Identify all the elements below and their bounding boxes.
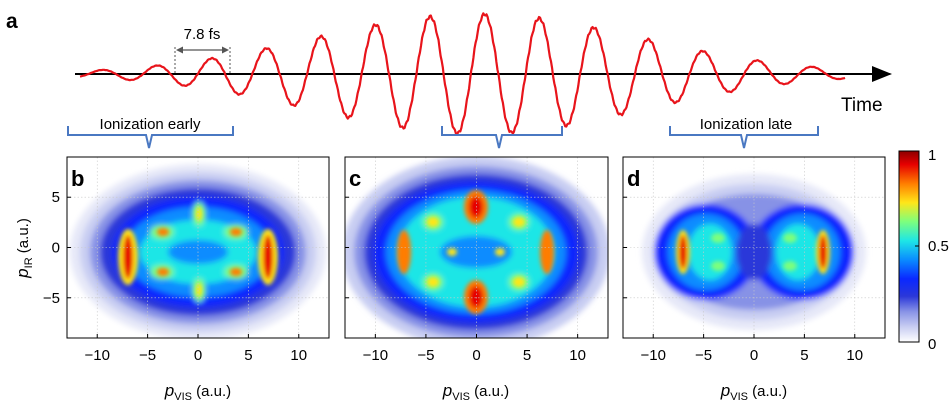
colorbar-mid-label: 0.5 [928, 238, 949, 255]
bracket-early [67, 126, 234, 149]
x-tick-label-c: 10 [569, 347, 586, 364]
x-tick-label-b: 0 [194, 347, 202, 364]
x-tick-label-c: 5 [523, 347, 531, 364]
y-axis-label-b: pIR (a.u.) [13, 218, 35, 279]
time-axis-arrowhead [872, 66, 892, 82]
x-axis-label-c: pVIS (a.u.) [442, 381, 509, 403]
panel-letter-d: d [627, 166, 640, 191]
heatmap-c [345, 157, 608, 338]
grid-d [623, 157, 885, 338]
panel-letter-b: b [71, 166, 84, 191]
bracket-late [669, 126, 819, 149]
bracket-middle [441, 126, 563, 149]
x-axis-label-d: pVIS (a.u.) [720, 381, 787, 403]
field-waveform-line [79, 12, 846, 136]
x-tick-label-c: −5 [417, 347, 434, 364]
x-tick-label-d: 0 [750, 347, 758, 364]
period-label: 7.8 fs [184, 26, 221, 43]
x-tick-label-d: −10 [641, 347, 666, 364]
colorbar-max-label: 1 [928, 147, 936, 164]
x-tick-label-d: −5 [695, 347, 712, 364]
panel-c: −10 −5 0 5 10 c pVIS (a.u.) [344, 156, 609, 403]
colorbar-min-label: 0 [928, 336, 936, 353]
x-axis-label-b: pVIS (a.u.) [164, 381, 231, 403]
grid-c [345, 157, 608, 338]
x-tick-label-b: 10 [290, 347, 307, 364]
panel-letter-a: a [6, 10, 18, 33]
y-tick-label-b: 5 [52, 189, 60, 206]
x-tick-label-b: −10 [85, 347, 110, 364]
colorbar: 1 0.5 0 [898, 147, 949, 353]
x-tick-label-b: 5 [244, 347, 252, 364]
period-arrowhead-left [176, 46, 183, 54]
x-tick-label-d: 5 [800, 347, 808, 364]
x-tick-label-c: −10 [363, 347, 388, 364]
bracket-early-label: Ionization early [100, 116, 201, 133]
y-tick-label-b: −5 [43, 290, 60, 307]
x-tick-label-b: −5 [139, 347, 156, 364]
time-axis-label: Time [841, 95, 883, 116]
y-tick-label-b: 0 [52, 240, 60, 257]
panel-b: −10 −5 0 5 10 5 0 −5 b pVIS (a.u.) pIR (a.u.) [13, 156, 330, 403]
grid-b [67, 157, 329, 338]
panel-letter-c: c [349, 166, 361, 191]
period-arrowhead-right [222, 46, 229, 54]
x-tick-label-d: 10 [846, 347, 863, 364]
bracket-late-label: Ionization late [700, 116, 793, 133]
x-tick-label-c: 0 [472, 347, 480, 364]
panel-d: −10 −5 0 5 10 d pVIS (a.u.) [622, 156, 886, 403]
